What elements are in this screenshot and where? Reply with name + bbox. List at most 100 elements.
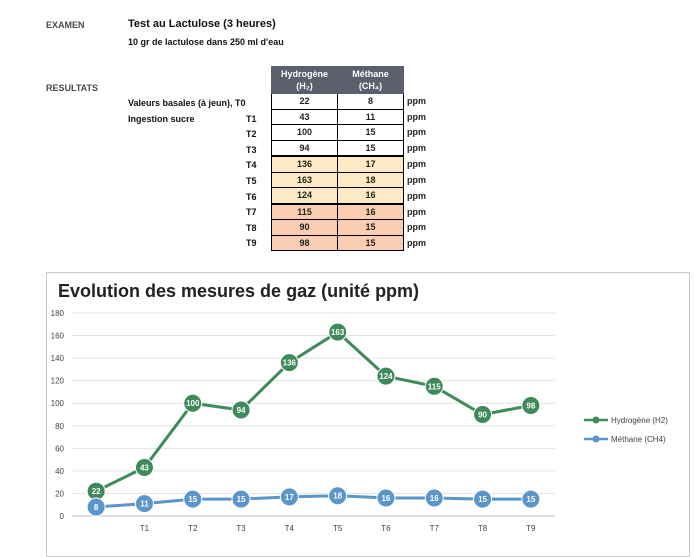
series-line — [95, 330, 532, 493]
time-label: T2 — [246, 129, 257, 140]
h2-value: 43 — [271, 108, 338, 125]
data-label: 8 — [94, 503, 99, 512]
data-label: 100 — [186, 399, 200, 408]
table-row: 98 15 ppm — [271, 234, 438, 251]
ch4-value: 8 — [337, 93, 404, 110]
legend-swatch-marker — [592, 416, 600, 424]
data-point — [231, 489, 251, 509]
data-point — [328, 486, 348, 506]
data-label: 115 — [428, 382, 441, 391]
y-tick-label: 80 — [55, 422, 64, 431]
table-row: 43 11 ppm — [271, 108, 438, 125]
data-point — [183, 489, 203, 509]
time-label: T9 — [246, 238, 257, 249]
x-tick-label: T3 — [236, 524, 246, 533]
h2-value: 94 — [271, 139, 338, 157]
unit-label: ppm — [407, 206, 426, 217]
data-label: 90 — [478, 411, 487, 420]
data-label: 124 — [379, 372, 393, 381]
data-point — [473, 405, 493, 424]
h2-value: 124 — [271, 187, 338, 204]
unit-label: ppm — [407, 190, 426, 201]
unit-label: ppm — [407, 143, 426, 153]
x-tick-label: T8 — [478, 524, 488, 533]
data-label: 163 — [331, 328, 345, 337]
data-label: 94 — [237, 406, 246, 415]
ch4-value: 11 — [337, 108, 404, 125]
y-tick-label: 120 — [51, 377, 65, 386]
table-row: 136 17 ppm — [271, 155, 438, 173]
y-tick-label: 0 — [60, 512, 65, 521]
data-point — [424, 376, 444, 396]
h2-value: 100 — [271, 124, 338, 141]
legend-label: Hydrogène (H2) — [611, 416, 668, 425]
ch4-value: 15 — [337, 234, 404, 251]
ch4-value: 15 — [337, 139, 404, 157]
y-tick-label: 40 — [55, 467, 64, 476]
ch4-value: 17 — [337, 155, 404, 173]
data-point — [231, 400, 251, 420]
data-point — [473, 489, 493, 509]
data-label: 98 — [526, 401, 535, 410]
h2-value: 115 — [271, 202, 338, 220]
exam-subtitle: 10 gr de lactulose dans 250 ml d'eau — [128, 37, 284, 47]
x-tick-label: T2 — [188, 524, 198, 533]
x-tick-label: T7 — [430, 524, 440, 533]
data-point — [134, 494, 154, 514]
x-tick-label: T5 — [333, 524, 343, 533]
x-tick-label: T9 — [526, 524, 536, 533]
data-label: 15 — [188, 495, 197, 504]
table-row: 90 15 ppm — [271, 219, 438, 236]
series-line — [96, 494, 531, 509]
time-label: T3 — [246, 144, 257, 155]
ch4-header: Méthane (CH₄) — [337, 66, 404, 94]
data-label: 16 — [430, 494, 439, 503]
y-tick-label: 20 — [55, 489, 64, 498]
chart-frame — [46, 272, 690, 557]
unit-label: ppm — [407, 222, 426, 233]
unit-label: ppm — [407, 96, 426, 107]
legend-label: Méthane (CH4) — [611, 435, 666, 444]
data-label: 15 — [237, 495, 246, 504]
time-label: T7 — [246, 207, 257, 218]
x-tick-label: T4 — [285, 524, 295, 533]
h2-header-line2: (H₂) — [296, 81, 313, 91]
ch4-header-line2: (CH₄) — [358, 81, 383, 91]
results-table: Hydrogène (H₂) Méthane (CH₄) 22 8 ppm 43 11 ppm… — [271, 66, 438, 251]
unit-label: ppm — [407, 237, 426, 248]
ch4-value: 16 — [337, 202, 404, 220]
data-label: 17 — [285, 493, 294, 502]
basal-label: Valeurs basales (à jeun), T0 — [128, 98, 246, 108]
data-point — [376, 488, 396, 508]
exam-label: EXAMEN — [46, 20, 85, 30]
unit-label: ppm — [407, 127, 426, 138]
data-label: 15 — [478, 495, 487, 504]
time-label: T4 — [246, 160, 257, 171]
data-label: 22 — [92, 487, 101, 496]
data-point — [279, 487, 299, 507]
table-row: 94 15 ppm — [271, 139, 438, 157]
data-point — [521, 489, 541, 509]
exam-title: Test au Lactulose (3 heures) — [128, 18, 276, 30]
table-row: 22 8 ppm — [271, 93, 438, 110]
table-row: 115 16 ppm — [271, 202, 438, 220]
unit-label: ppm — [407, 159, 426, 169]
data-point — [521, 395, 541, 415]
results-label: RESULTATS — [46, 83, 98, 93]
data-label: 16 — [381, 494, 390, 503]
h2-header-line1: Hydrogène — [280, 69, 328, 79]
ingestion-label: Ingestion sucre — [128, 114, 195, 124]
ch4-value: 18 — [337, 171, 404, 188]
legend-swatch-marker — [592, 435, 600, 443]
chart-title: Evolution des mesures de gaz (unité ppm) — [58, 281, 420, 301]
time-label: T6 — [246, 191, 257, 202]
results-table-body: 22 8 ppm 43 11 ppm 100 15 ppm 94 15 ppm 136 17 ppm 163 1… — [271, 93, 438, 251]
data-label: 18 — [333, 492, 342, 501]
data-label: 43 — [140, 464, 149, 473]
data-label: 15 — [526, 495, 535, 504]
y-tick-label: 100 — [51, 399, 65, 408]
h2-value: 136 — [271, 155, 338, 173]
data-label: 11 — [140, 500, 149, 509]
table-row: 163 18 ppm — [271, 171, 438, 188]
